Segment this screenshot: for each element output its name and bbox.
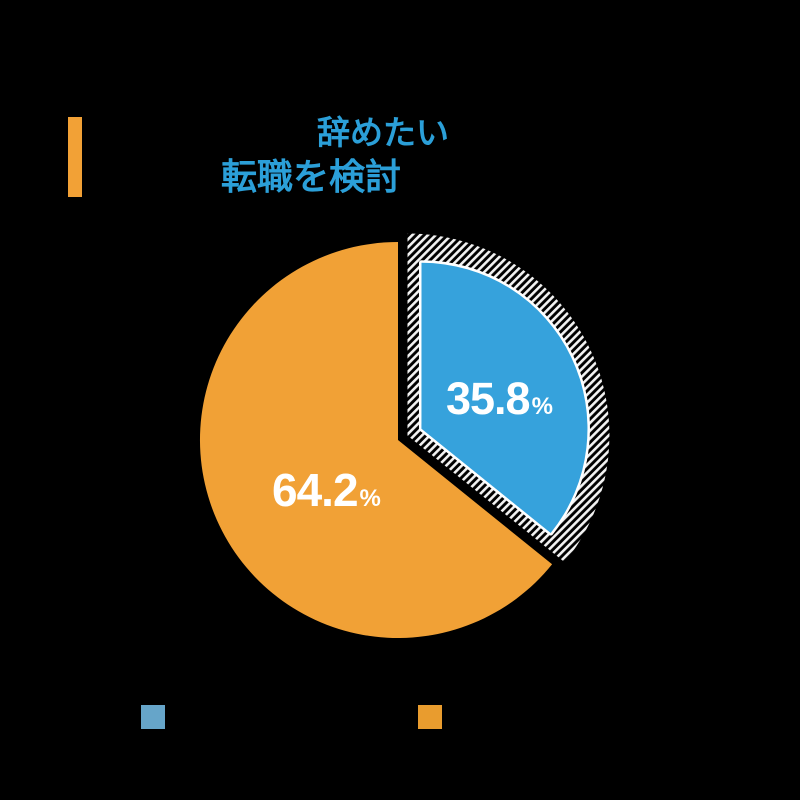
slice-value-label-orange: 64.2% <box>272 467 381 513</box>
legend-swatch-orange <box>418 705 442 729</box>
slice-value-blue: 35.8 <box>446 373 531 424</box>
percent-sign-blue: % <box>531 393 553 420</box>
pie-slice-majority <box>199 242 553 639</box>
percent-sign-orange: % <box>359 485 381 512</box>
title-line-1: 辞めたい <box>317 114 449 151</box>
title-line-2: 転職を検討 <box>221 156 402 197</box>
legend-swatch-blue <box>141 705 165 729</box>
pie-slice-exploded <box>418 260 590 536</box>
title-accent-bar <box>68 117 82 197</box>
slice-value-label-blue: 35.8% <box>446 376 553 421</box>
slice-value-orange: 64.2 <box>272 464 359 516</box>
